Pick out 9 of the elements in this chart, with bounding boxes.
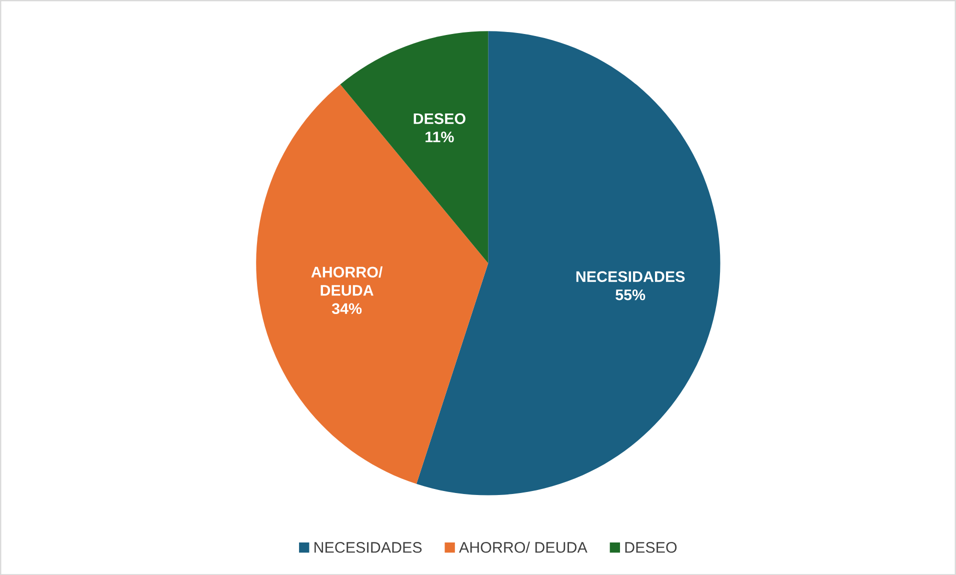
legend-label: NECESIDADES — [314, 542, 422, 553]
slice-label: AHORRO/ DEUDA — [311, 266, 383, 296]
data-label: 11% — [426, 131, 454, 142]
legend-label: DESEO — [625, 542, 677, 553]
slice-label: NECESIDADES — [576, 271, 685, 282]
slice-label: DESEO — [414, 113, 466, 124]
data-label: 55% — [616, 289, 646, 300]
legend-label: AHORRO/ DEUDA — [459, 541, 588, 553]
data-label: 34% — [332, 303, 362, 314]
